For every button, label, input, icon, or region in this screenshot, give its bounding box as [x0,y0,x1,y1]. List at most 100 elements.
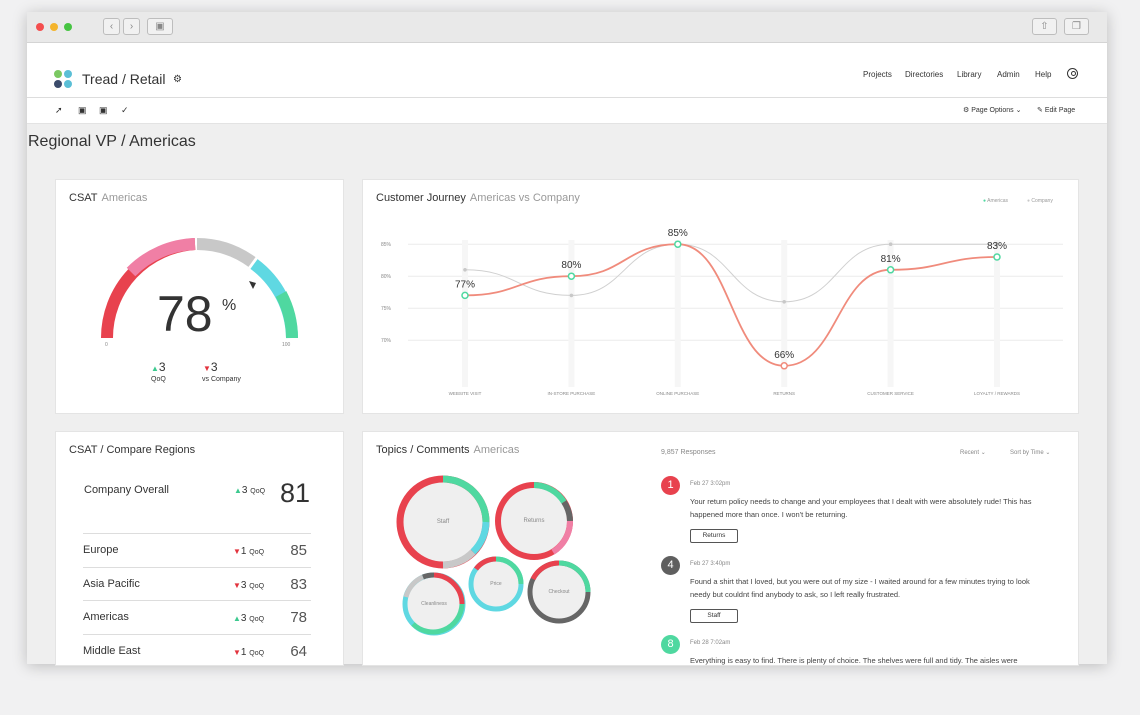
x-tick-label: WEBSITE VISIT [449,391,482,396]
data-label: 81% [881,254,901,265]
y-tick-label: 70% [381,338,392,344]
page-title: Regional VP / Americas [28,133,196,150]
comment-item: 1 Feb 27 3:02pm Your return policy needs t… [661,476,1041,556]
region-value: 83 [290,575,307,593]
region-name: Americas [83,611,129,623]
back-icon[interactable]: ‹ [103,18,120,35]
journey-title: Customer Journey [376,192,466,204]
y-tick-label: 75% [381,306,392,312]
card-title: CSAT Americas [69,192,147,204]
sidebar-toggle-icon[interactable]: ▣ [147,18,173,35]
region-value: 78 [290,609,307,626]
minimize-dot-icon[interactable] [50,23,58,31]
series-americas-point [461,291,469,300]
region-delta-value: 3 [240,579,247,591]
copy-icon[interactable]: ▣ [99,105,108,115]
comment-text: Everything is easy to find. There is ple… [690,656,1018,665]
nav-admin[interactable]: Admin [997,70,1020,79]
gear-icon[interactable]: ⚙ [173,74,182,85]
card-title: Customer Journey Americas vs Company [376,192,580,204]
region-delta: ▼1 QoQ [233,647,264,658]
legend-company-label: Company [1031,198,1053,204]
sort-dropdown[interactable]: Sort by Time ⌄ [1010,449,1050,456]
card-title: Topics / Comments Americas [376,444,519,456]
overall-delta-value: 3 [241,485,248,496]
close-dot-icon[interactable] [36,23,44,31]
compare-title: CSAT / Compare Regions [69,444,196,456]
csat-title: CSAT [69,192,98,204]
category-column [781,240,788,387]
overall-delta-label: QoQ [250,488,266,495]
comment-tag-button[interactable]: Returns [690,529,738,543]
qoq-delta: ▲3 [151,360,166,374]
comment-tag-button[interactable]: Staff [690,609,738,623]
series-company-point [888,242,893,246]
export-icon[interactable]: ▣ [78,105,87,115]
bubble-staff[interactable]: Staff [436,519,450,525]
series-company-point [569,293,574,298]
nav-help[interactable]: Help [1035,70,1052,79]
region-row[interactable]: Asia Pacific ▼3 QoQ 83 [83,566,311,601]
csat-unit: % [222,297,237,314]
bubble-returns-ring [495,482,574,560]
topics-card: Topics / Comments Americas 9,857 Response… [362,431,1079,666]
pin-icon[interactable]: ✓ [121,105,129,115]
app-title: Tread / Retail [82,71,166,87]
region-row[interactable]: Americas ▲3 QoQ 78 [83,600,311,634]
bubble-returns[interactable]: Returns [523,518,545,524]
up-arrow-icon: ▲ [233,614,241,623]
bubble-price[interactable]: Price [490,581,502,587]
company-delta: ▼3 [203,360,218,374]
tabs-icon[interactable]: ❐ [1064,18,1089,35]
edit-page-button[interactable]: ✎ Edit Page [1037,106,1075,114]
x-tick-label: CUSTOMER SERVICE [867,391,914,396]
legend-americas: ● Americas [983,198,1008,204]
legend-company: ● Company [1027,198,1053,204]
page-toolbar: ➚ ▣ ▣ ✓ ⚙ Page Options ⌄ ✎ Edit Page [27,98,1107,124]
bubble-checkout[interactable]: Checkout [548,589,570,595]
data-label: 83% [987,241,1007,252]
chevron-down-icon: ⌄ [1015,107,1022,114]
series-americas-line [464,243,998,367]
nav-projects[interactable]: Projects [863,70,892,79]
y-tick-label: 85% [381,242,392,248]
region-delta: ▼1 QoQ [233,546,264,557]
csat-value: 78 [157,286,213,342]
chevron-down-icon: ⌄ [980,450,986,456]
region-delta-value: 1 [240,646,247,658]
nav-library[interactable]: Library [957,70,982,79]
region-row[interactable]: Europe ▼1 QoQ 85 [83,533,311,567]
bubble-cleanliness[interactable]: Cleanliness [421,601,447,607]
score-avatar: 8 [661,635,680,654]
region-delta-label: QoQ [249,582,265,590]
nav-directories[interactable]: Directories [905,70,944,79]
series-americas-point [886,266,895,274]
region-row[interactable]: Middle East ▼1 QoQ 64 [83,633,311,668]
gauge-needle-icon [249,281,256,289]
share-arrow-icon[interactable]: ➚ [55,105,63,115]
down-arrow-icon: ▼ [203,364,211,373]
x-tick-label: RETURNS [773,391,795,396]
page-options-button[interactable]: ⚙ Page Options ⌄ [963,106,1021,114]
series-company-point [463,268,467,272]
region-delta-label: QoQ [249,549,265,556]
recent-dropdown[interactable]: Recent ⌄ [960,449,986,456]
journey-card: Customer Journey Americas vs Company ● Am… [362,179,1079,414]
region-delta-value: 1 [240,546,247,557]
legend-americas-label: Americas [987,198,1008,204]
topics-title: Topics / Comments [376,444,470,456]
category-column [674,240,681,387]
comment-item: 8 Feb 28 7:02am Everything is easy to find… [661,635,1041,715]
maximize-dot-icon[interactable] [64,23,72,31]
legend-dot-icon: ● [1027,198,1032,204]
forward-icon[interactable]: › [123,18,140,35]
series-company-line [464,243,997,303]
user-icon[interactable] [1067,68,1078,79]
gauge-segment-teal [275,291,298,339]
comment-date: Feb 28 7:02am [690,640,731,646]
up-arrow-icon: ▲ [234,486,242,495]
topic-bubbles [396,475,591,636]
series-company-point [995,242,999,246]
qoq-label: QoQ [151,376,166,383]
share-icon[interactable]: ⇧ [1032,18,1057,35]
